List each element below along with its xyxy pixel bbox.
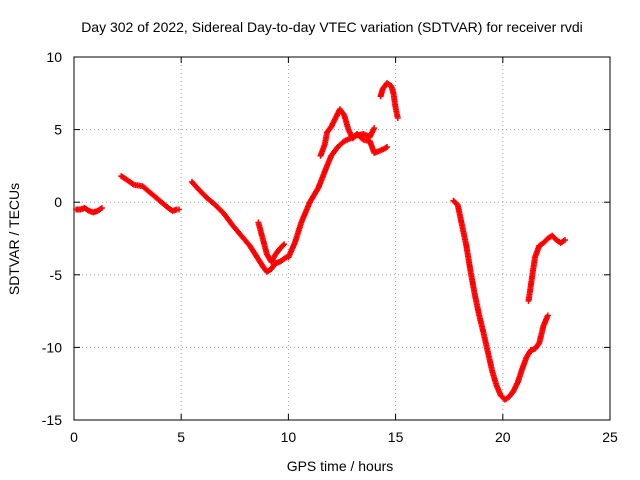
- x-tick-label: 10: [281, 429, 297, 445]
- data-point: [384, 144, 391, 151]
- y-tick-labels: -15 -10 -5 0 5 10: [42, 49, 62, 428]
- plot-frame: [73, 56, 611, 421]
- x-tick-label: 20: [495, 429, 511, 445]
- y-tick-label: 10: [46, 49, 62, 65]
- data-series: [73, 80, 568, 403]
- data-point: [394, 114, 401, 121]
- x-tick-label: 25: [602, 429, 618, 445]
- x-axis-label: GPS time / hours: [287, 458, 394, 474]
- y-axis-label: SDTVAR / TECUs: [6, 183, 22, 295]
- x-tick-label: 5: [177, 429, 185, 445]
- x-tick-label: 15: [388, 429, 404, 445]
- y-tick-label: -5: [50, 267, 63, 283]
- data-point: [280, 242, 287, 249]
- y-tick-label: 0: [54, 194, 62, 210]
- y-tick-label: 5: [54, 122, 62, 138]
- x-tick-labels: 0 5 10 15 20 25: [70, 429, 618, 445]
- chart-title: Day 302 of 2022, Sidereal Day-to-day VTE…: [81, 19, 583, 35]
- data-point: [544, 312, 551, 319]
- y-tick-label: -10: [42, 339, 62, 355]
- x-tick-label: 0: [70, 429, 78, 445]
- data-point: [98, 205, 105, 212]
- y-tick-label: -15: [42, 412, 62, 428]
- data-point: [281, 241, 288, 248]
- data-point: [561, 236, 568, 243]
- data-point: [176, 206, 183, 213]
- data-point: [371, 125, 378, 132]
